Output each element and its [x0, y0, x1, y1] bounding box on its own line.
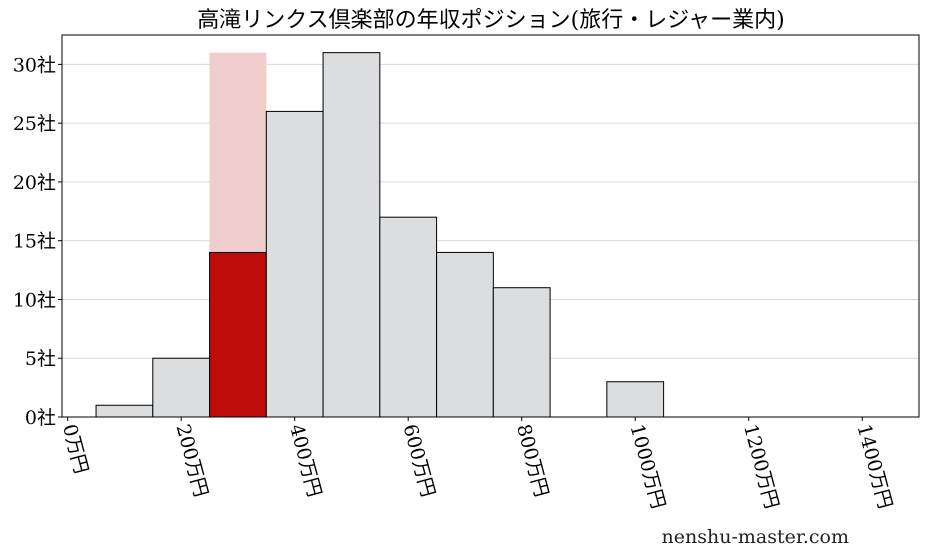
histogram-bar	[322, 52, 381, 418]
x-tick-label: 600万円	[399, 422, 439, 499]
x-tick-label: 400万円	[285, 422, 325, 499]
histogram-bar	[492, 287, 551, 418]
chart-title: 高滝リンクス倶楽部の年収ポジション(旅行・レジャー業内)	[197, 8, 784, 33]
x-tick-label: 0万円	[58, 422, 92, 476]
x-tick-label: 800万円	[512, 422, 552, 499]
plot-frame	[61, 34, 920, 418]
watermark: nenshu-master.com	[662, 526, 849, 548]
bars	[95, 52, 665, 418]
histogram-bar	[95, 404, 154, 418]
histogram-bar-highlight	[209, 251, 267, 418]
y-tick-label: 20社	[13, 172, 56, 194]
x-tick-label: 200万円	[172, 422, 212, 499]
histogram-bar	[379, 216, 438, 418]
y-tick-label: 0社	[25, 407, 56, 429]
x-tick-label: 1000万円	[626, 422, 670, 511]
x-tick-label: 1200万円	[739, 422, 783, 511]
y-axis: 0社 5社 10社 15社 20社 25社 30社	[13, 54, 62, 429]
y-tick-label: 10社	[13, 289, 56, 311]
histogram-bar	[265, 110, 324, 418]
x-tick-label: 1400万円	[853, 422, 897, 511]
histogram-bar	[436, 251, 494, 418]
y-tick-label: 25社	[13, 113, 56, 135]
y-tick-label: 5社	[25, 348, 56, 370]
y-tick-label: 30社	[13, 54, 56, 76]
x-axis: 0万円 200万円 400万円 600万円 800万円 1000万円 1200万円 1400万…	[58, 417, 896, 511]
histogram-bar	[152, 357, 211, 418]
y-tick-label: 15社	[13, 231, 56, 253]
histogram-bar	[606, 381, 665, 418]
